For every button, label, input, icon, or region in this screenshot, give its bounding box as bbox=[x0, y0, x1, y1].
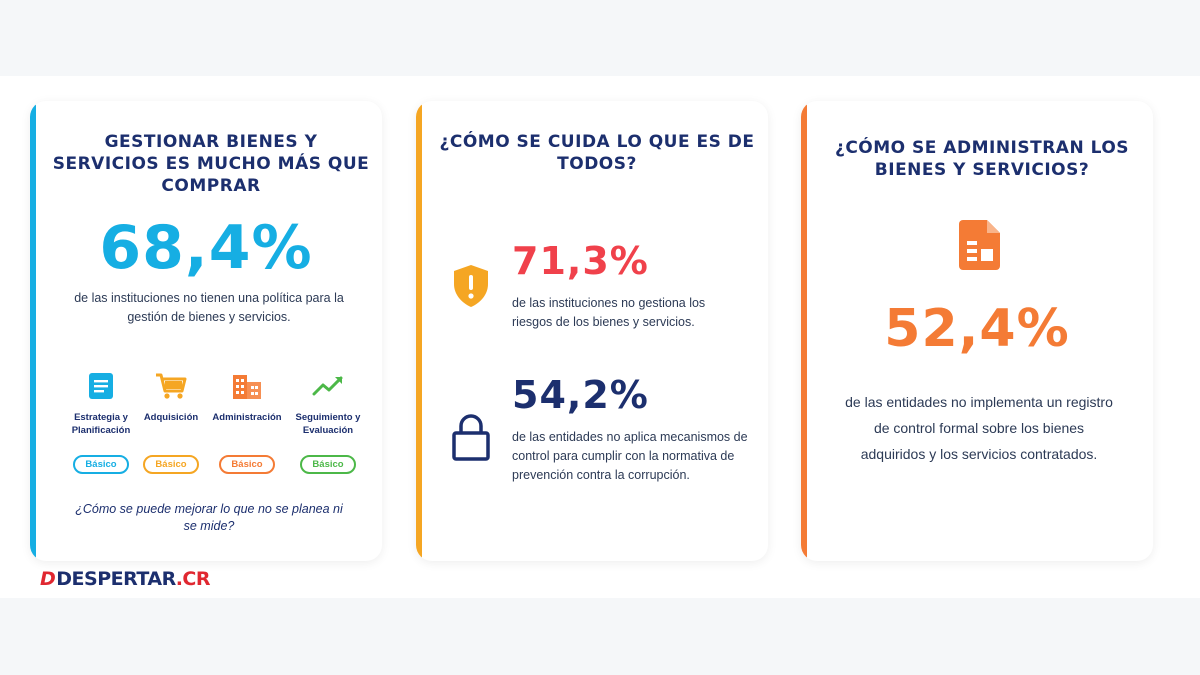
stage-administracion: Administración Básico bbox=[208, 371, 286, 474]
card-title: GESTIONAR BIENES Y SERVICIOS ES MUCHO MÁ… bbox=[52, 132, 370, 196]
despertar-logo[interactable]: D DESPERTAR .CR bbox=[40, 568, 211, 590]
document-list-icon bbox=[62, 371, 140, 401]
stage-label: Seguimiento y Evaluación bbox=[295, 412, 361, 436]
stage-seguimiento: Seguimiento y Evaluación Básico bbox=[289, 371, 367, 474]
closing-question: ¿Cómo se puede mejorar lo que no se plan… bbox=[75, 502, 343, 533]
logo-tld: .CR bbox=[175, 568, 211, 590]
card-cuidado: ¿CÓMO SE CUIDA LO QUE ES DE TODOS? 71,3%… bbox=[416, 101, 768, 561]
logo-mark-icon: D bbox=[40, 568, 56, 590]
card-administracion: ¿CÓMO SE ADMINISTRAN LOS BIENES Y SERVIC… bbox=[801, 101, 1153, 561]
shopping-cart-icon bbox=[132, 371, 210, 401]
building-icon bbox=[208, 371, 286, 401]
stat-value-control: 54,2% bbox=[512, 373, 649, 417]
stat-value: 68,4% bbox=[99, 213, 313, 283]
stat-description-riesgos: de las instituciones no gestiona los rie… bbox=[512, 296, 706, 329]
logo-name: DESPERTAR bbox=[56, 568, 176, 590]
trend-line-icon bbox=[289, 371, 367, 401]
stage-label: Administración bbox=[212, 412, 282, 423]
stat-value-riesgos: 71,3% bbox=[512, 239, 649, 283]
card-title: ¿CÓMO SE CUIDA LO QUE ES DE TODOS? bbox=[439, 132, 755, 174]
stage-label: Estrategia y Planificación bbox=[71, 412, 131, 436]
level-badge: Básico bbox=[143, 455, 199, 474]
stat-value: 52,4% bbox=[884, 299, 1070, 359]
lock-icon bbox=[452, 413, 490, 466]
level-badge: Básico bbox=[219, 455, 275, 474]
card-gestion: GESTIONAR BIENES Y SERVICIOS ES MUCHO MÁ… bbox=[30, 101, 382, 561]
shield-warning-icon bbox=[452, 264, 490, 313]
stat-description-control: de las entidades no aplica mecanismos de… bbox=[512, 430, 748, 482]
card-title: ¿CÓMO SE ADMINISTRAN LOS BIENES Y SERVIC… bbox=[834, 138, 1130, 180]
document-icon bbox=[959, 219, 1001, 276]
stage-estrategia: Estrategia y Planificación Básico bbox=[62, 371, 140, 474]
stage-adquisicion: Adquisición Básico bbox=[132, 371, 210, 474]
level-badge: Básico bbox=[73, 455, 129, 474]
stat-description: de las instituciones no tienen una polít… bbox=[74, 291, 344, 324]
stat-description: de las entidades no implementa un regist… bbox=[845, 394, 1113, 462]
level-badge: Básico bbox=[300, 455, 356, 474]
stage-label: Adquisición bbox=[143, 412, 199, 423]
